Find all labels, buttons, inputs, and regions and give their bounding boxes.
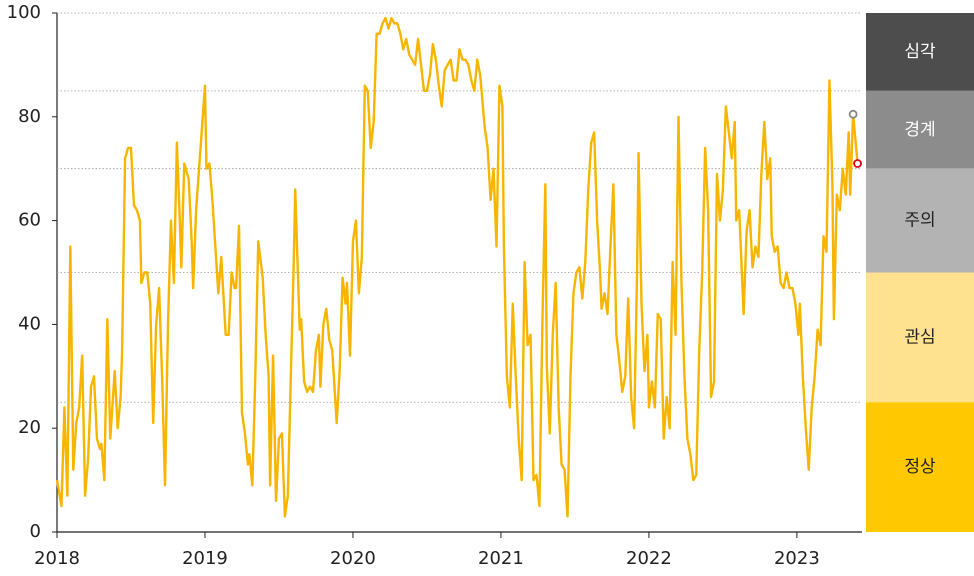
x-tick-label: 2023	[774, 548, 820, 569]
x-tick-label: 2021	[478, 548, 524, 569]
y-tick-label: 0	[30, 521, 41, 542]
y-tick-label: 100	[7, 2, 41, 23]
y-tick-label: 40	[18, 313, 41, 334]
y-tick-label: 20	[18, 417, 41, 438]
x-tick-label: 2019	[182, 548, 228, 569]
highlight-point	[853, 159, 862, 168]
band-label: 심각	[904, 42, 936, 62]
band	[866, 402, 974, 532]
data-line	[55, 16, 859, 518]
band	[866, 272, 974, 403]
y-tick-label: 80	[18, 106, 41, 127]
y-tick-label: 60	[18, 210, 41, 231]
x-tick-label: 2022	[626, 548, 672, 569]
x-tick-label: 2018	[34, 548, 80, 569]
band-label: 정상	[904, 457, 936, 477]
band-label: 주의	[904, 211, 935, 231]
band-label: 관심	[904, 327, 935, 347]
band-label: 경계	[904, 120, 935, 140]
x-tick-label: 2020	[330, 548, 376, 569]
band	[866, 168, 974, 273]
band	[866, 90, 974, 169]
highlight-point	[848, 109, 858, 119]
band	[866, 13, 974, 91]
